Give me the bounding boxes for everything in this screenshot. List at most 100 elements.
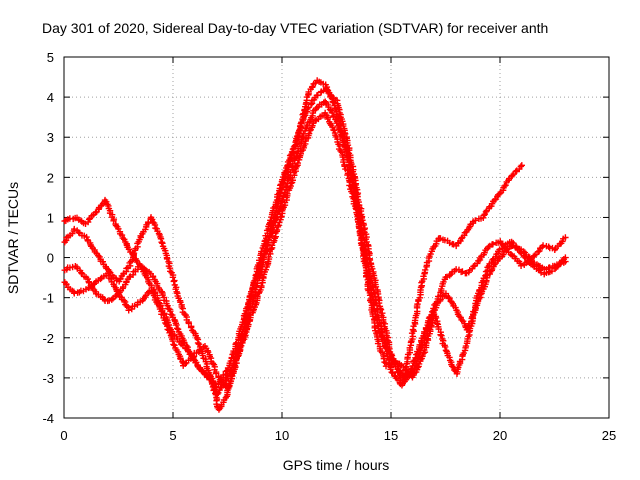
y-tick-labels: -4 -3 -2 -1 0 1 2 3 4 5 bbox=[42, 50, 54, 426]
data-point bbox=[181, 360, 189, 367]
x-tick-label: 10 bbox=[275, 428, 289, 443]
series-trace-4 bbox=[61, 109, 569, 394]
data-point bbox=[375, 325, 382, 332]
y-tick-label: 5 bbox=[47, 50, 54, 65]
data-point bbox=[410, 358, 417, 365]
y-tick-label: 3 bbox=[47, 130, 54, 145]
data-point bbox=[482, 272, 489, 280]
data-point bbox=[97, 275, 104, 283]
data-point bbox=[360, 252, 368, 259]
x-tick-label: 20 bbox=[493, 428, 507, 443]
data-point bbox=[446, 354, 453, 361]
data-point bbox=[344, 171, 351, 179]
data-series bbox=[61, 77, 569, 413]
data-point bbox=[294, 159, 302, 167]
data-point bbox=[512, 168, 519, 175]
axis-ticks bbox=[63, 56, 610, 419]
data-point bbox=[169, 274, 177, 281]
data-point bbox=[518, 162, 525, 169]
data-point bbox=[170, 341, 177, 348]
data-point bbox=[329, 109, 336, 117]
data-point bbox=[562, 254, 569, 261]
data-point bbox=[489, 256, 496, 263]
data-point bbox=[534, 248, 542, 256]
data-point bbox=[298, 120, 305, 127]
data-point bbox=[485, 243, 492, 251]
chart-title: Day 301 of 2020, Sidereal Day-to-day VTE… bbox=[42, 20, 548, 36]
data-point bbox=[498, 240, 505, 247]
x-tick-label: 5 bbox=[169, 428, 176, 443]
data-point bbox=[496, 246, 503, 253]
data-point bbox=[222, 368, 230, 375]
data-point bbox=[446, 295, 453, 302]
data-point bbox=[241, 310, 249, 317]
data-point bbox=[472, 300, 479, 307]
y-tick-label: -4 bbox=[42, 411, 54, 426]
data-point bbox=[258, 248, 265, 255]
data-point bbox=[419, 353, 426, 360]
data-point bbox=[409, 333, 417, 340]
data-point bbox=[338, 131, 345, 138]
data-point bbox=[228, 354, 235, 361]
data-point bbox=[289, 160, 297, 168]
data-point bbox=[480, 212, 488, 219]
data-point bbox=[329, 123, 336, 131]
data-point bbox=[118, 231, 126, 239]
data-point bbox=[245, 321, 252, 328]
data-point bbox=[205, 374, 213, 382]
data-point bbox=[277, 182, 284, 189]
data-point bbox=[107, 275, 115, 283]
data-point bbox=[394, 368, 401, 376]
data-point bbox=[92, 209, 99, 216]
data-point bbox=[472, 217, 479, 224]
x-axis-label: GPS time / hours bbox=[283, 457, 390, 473]
data-point bbox=[414, 300, 421, 308]
data-point bbox=[158, 238, 165, 246]
data-point bbox=[215, 389, 222, 397]
y-tick-label: -3 bbox=[42, 371, 54, 386]
data-point bbox=[438, 332, 445, 339]
data-point bbox=[125, 307, 132, 314]
data-point bbox=[482, 208, 490, 216]
data-point bbox=[95, 252, 102, 259]
data-point bbox=[276, 219, 283, 226]
data-point bbox=[300, 130, 307, 138]
data-point bbox=[245, 299, 252, 307]
data-point bbox=[254, 293, 261, 300]
data-point bbox=[517, 262, 525, 270]
data-point bbox=[300, 113, 308, 120]
data-point bbox=[388, 369, 395, 376]
data-point bbox=[119, 234, 126, 242]
data-point bbox=[85, 216, 93, 223]
x-tick-label: 0 bbox=[60, 428, 67, 443]
data-point bbox=[458, 235, 465, 242]
data-point bbox=[420, 350, 427, 357]
data-point bbox=[462, 342, 470, 350]
data-point bbox=[388, 354, 395, 361]
y-tick-label: 1 bbox=[47, 210, 54, 225]
data-point bbox=[428, 322, 435, 329]
data-point bbox=[562, 234, 569, 241]
data-point bbox=[521, 253, 528, 261]
data-point bbox=[502, 182, 509, 189]
x-tick-labels: 0 5 10 15 20 25 bbox=[60, 428, 616, 443]
data-point bbox=[273, 226, 281, 234]
y-tick-label: 0 bbox=[47, 251, 54, 266]
data-point bbox=[224, 387, 231, 394]
data-point bbox=[261, 250, 268, 257]
data-point bbox=[277, 214, 284, 221]
data-point bbox=[110, 217, 117, 224]
data-point bbox=[286, 152, 294, 159]
data-point bbox=[307, 101, 315, 108]
data-point bbox=[384, 347, 392, 354]
data-point bbox=[216, 376, 224, 384]
data-point bbox=[381, 358, 388, 366]
data-point bbox=[242, 332, 249, 339]
data-point bbox=[290, 143, 298, 151]
data-point bbox=[170, 278, 177, 285]
data-point bbox=[517, 248, 524, 256]
data-point bbox=[273, 215, 280, 222]
data-point bbox=[539, 242, 547, 249]
data-point bbox=[278, 213, 285, 220]
